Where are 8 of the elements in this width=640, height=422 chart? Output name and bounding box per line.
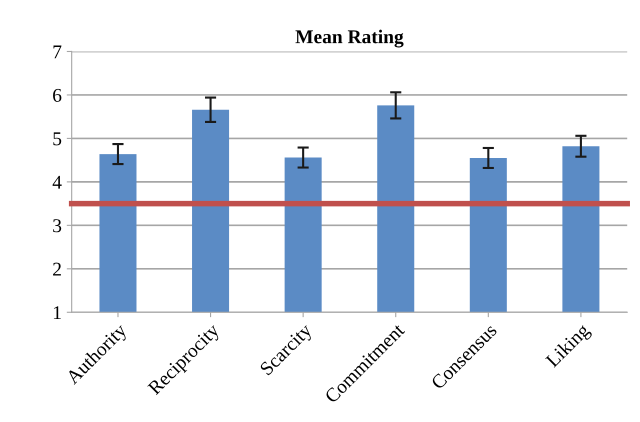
y-tick-label: 2 [53,262,61,276]
y-tick-label: 6 [53,88,62,102]
y-tick-label: 1 [54,306,61,320]
chart-title: Mean Rating [295,30,404,48]
y-tick-label: 3 [53,219,62,232]
y-tick-label: 5 [53,132,62,146]
y-tick-label: 4 [52,176,62,189]
y-tick-label: 7 [54,45,62,58]
